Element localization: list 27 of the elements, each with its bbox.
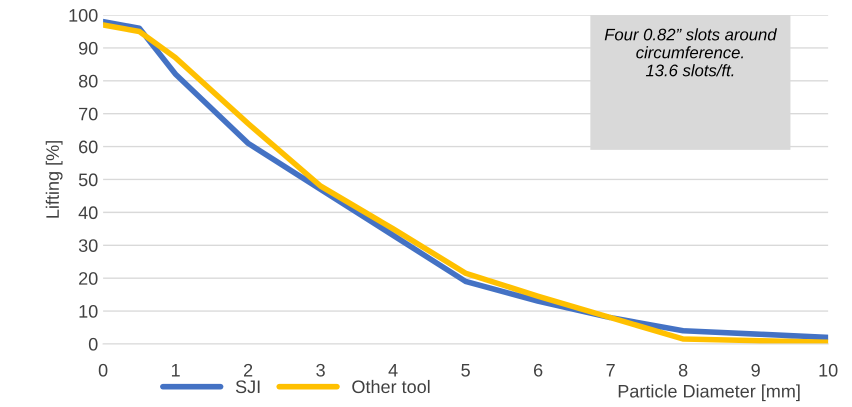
y-tick-label: 90 xyxy=(78,42,98,55)
y-tick-label: 20 xyxy=(79,272,98,285)
y-tick-label: 10 xyxy=(80,304,98,318)
x-tick-label: 10 xyxy=(819,364,838,377)
y-tick-label: 40 xyxy=(78,206,98,220)
y-tick-label: 80 xyxy=(78,74,98,88)
legend-label: Other tool xyxy=(352,380,430,394)
y-tick-label: 60 xyxy=(79,140,98,154)
annotation: Four 0.82” slots around circumference. 13.6 slots/ft. xyxy=(604,28,777,76)
x-axis-title: Particle Diameter [mm] xyxy=(618,384,800,402)
x-tick-label: 0 xyxy=(98,364,108,377)
x-tick-label: 1 xyxy=(172,364,180,376)
y-tick-label: 70 xyxy=(79,108,98,120)
x-tick-label: 2 xyxy=(244,364,252,376)
y-tick-label: 0 xyxy=(88,338,98,351)
x-tick-label: 8 xyxy=(678,364,688,377)
y-axis-title: Lifting [%] xyxy=(46,141,63,218)
x-tick-label: 4 xyxy=(388,364,398,376)
x-tick-label: 7 xyxy=(606,364,615,376)
y-tick-label: 50 xyxy=(78,173,98,186)
x-tick-label: 6 xyxy=(534,364,542,377)
legend-label: SJI xyxy=(236,380,260,394)
y-tick-label: 30 xyxy=(78,239,98,252)
x-tick-label: 3 xyxy=(316,364,325,377)
y-tick-label: 100 xyxy=(69,8,98,22)
x-tick-label: 5 xyxy=(461,364,470,377)
x-tick-label: 9 xyxy=(751,364,760,377)
